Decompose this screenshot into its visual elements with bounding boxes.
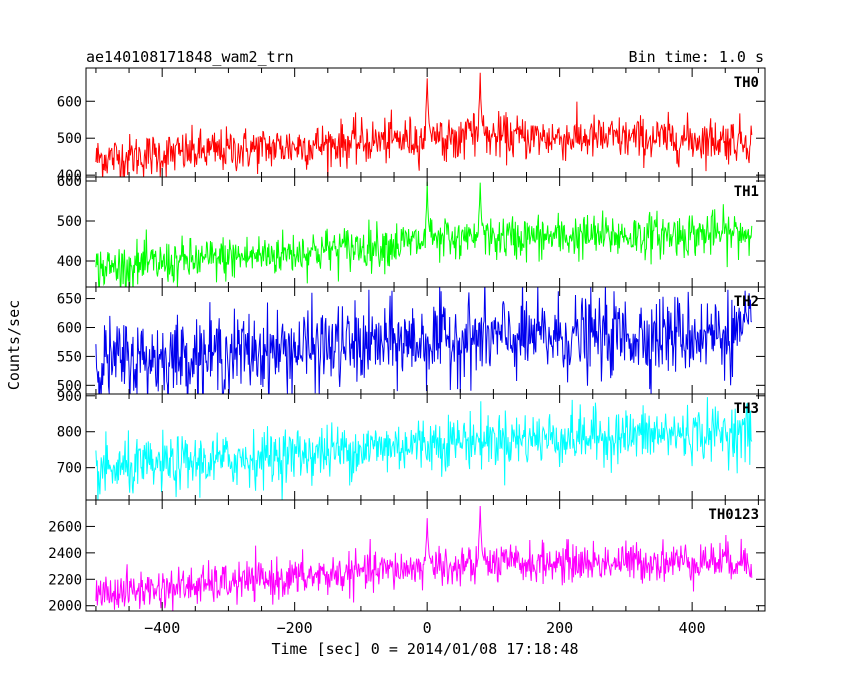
panel-th0123-series-line [95,505,753,611]
panel-th0-label: TH0 [734,75,759,91]
panel-th3-ytick-label-700: 700 [57,461,82,477]
panel-th1-ytick-label-500: 500 [57,214,82,230]
panel-th3-series-line [95,397,753,500]
x-tick-label--200: −200 [277,619,313,637]
panel-th0-series-line [95,72,753,177]
panel-th2-ytick-label-500: 500 [57,378,82,394]
panel-th3-ytick-label-900: 900 [57,389,82,405]
x-tick-label-0: 0 [423,619,432,637]
x-axis-label: Time [sec] 0 = 2014/01/08 17:18:48 [271,640,578,658]
panel-th0-ytick-label-500: 500 [57,131,82,147]
x-tick-label--400: −400 [144,619,180,637]
panel-th3-label: TH3 [734,401,759,417]
panel-th0123-frame [85,499,766,612]
panel-th2-ytick-label-650: 650 [57,292,82,308]
panel-th0123-ytick-label-2600: 2600 [48,519,82,535]
panel-th1-series-line [95,181,753,287]
panel-th3-ytick-label-800: 800 [57,425,82,441]
panel-th0123-ytick-label-2200: 2200 [48,572,82,588]
panel-th0123-ytick-label-2000: 2000 [48,599,82,615]
panel-th1-label: TH1 [734,184,759,200]
panel-th1-ytick-label-600: 600 [57,174,82,190]
x-tick-label-200: 200 [546,619,573,637]
panel-th2-series-line [95,287,753,394]
panels-group: 400 500 600 TH0 400 500 600 TH1 500 550 600 650 TH2 7… [48,67,766,637]
panel-th0123-label: TH0123 [708,507,759,523]
x-tick-label-400: 400 [679,619,706,637]
chart-subtitle: Bin time: 1.0 s [629,48,764,66]
y-axis-label: Counts/sec [5,300,23,390]
panel-th1-ytick-label-400: 400 [57,254,82,270]
panel-th0-ytick-label-600: 600 [57,94,82,110]
chart-title: ae140108171848_wam2_trn [86,48,294,66]
panel-th0123-ytick-label-2400: 2400 [48,546,82,562]
panel-th0-ytick-label-400: 400 [57,168,82,184]
panel-th2-label: TH2 [734,294,759,310]
panel-th2-ytick-label-600: 600 [57,320,82,336]
panel-th2-ytick-label-550: 550 [57,349,82,365]
